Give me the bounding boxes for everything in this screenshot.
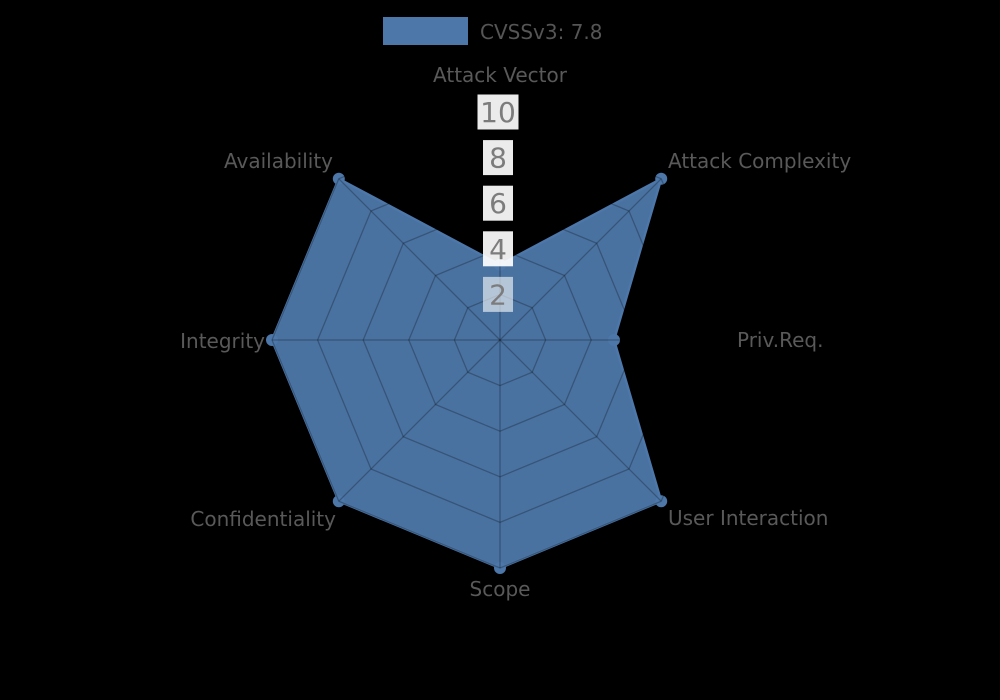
series-area-layer xyxy=(272,178,662,569)
radial-tick-label-4: 4 xyxy=(489,233,507,266)
axis-label-attack-complexity: Attack Complexity xyxy=(668,149,851,173)
grid-ring-2 xyxy=(453,293,547,387)
legend-swatch xyxy=(383,17,468,45)
series-marker-integrity xyxy=(266,334,278,346)
grid-spoke-attack-complexity xyxy=(499,178,662,341)
grid-spoke-confidentiality xyxy=(338,339,501,502)
radial-tick-layer: 2 4 6 8 10 xyxy=(477,94,519,312)
legend-label: CVSSv3: 7.8 xyxy=(480,20,603,44)
radial-tick-box-4 xyxy=(483,231,513,267)
series-marker-scope xyxy=(494,562,506,574)
radial-tick-box-10 xyxy=(477,94,519,130)
grid-layer xyxy=(271,111,729,569)
radial-tick-label-2: 2 xyxy=(489,278,507,311)
radial-tick-label-10: 10 xyxy=(480,96,516,129)
grid-spoke-availability xyxy=(338,178,501,341)
axis-label-integrity: Integrity xyxy=(180,329,265,353)
axis-label-user-interaction: User Interaction xyxy=(668,506,828,530)
axis-label-priv-req: Priv.Req. xyxy=(737,328,823,352)
axis-label-confidentiality: Confidentiality xyxy=(190,507,336,531)
radial-tick-label-6: 6 xyxy=(489,187,507,220)
series-area xyxy=(272,178,662,569)
axis-label-attack-vector: Attack Vector xyxy=(433,63,568,87)
radial-tick-box-6 xyxy=(483,185,513,221)
axis-label-availability: Availability xyxy=(224,149,333,173)
series-marker-user-interaction xyxy=(655,495,668,508)
radial-tick-box-8 xyxy=(483,140,513,176)
radial-tick-label-8: 8 xyxy=(489,142,507,175)
grid-ring-4 xyxy=(408,248,592,432)
radial-tick-box-2 xyxy=(483,276,513,312)
grid-ring-6 xyxy=(362,202,638,478)
legend: CVSSv3: 7.8 xyxy=(383,17,603,45)
series-marker-availability xyxy=(332,172,345,185)
series-line-layer xyxy=(266,172,668,574)
grid-ring-8 xyxy=(316,156,684,524)
grid-spoke-user-interaction xyxy=(499,339,662,502)
series-marker-priv-req xyxy=(608,334,620,346)
series-marker-confidentiality xyxy=(332,495,345,508)
axis-label-layer: Attack Vector Attack Complexity Priv.Req. U… xyxy=(180,63,851,601)
axis-label-scope: Scope xyxy=(470,577,531,601)
series-marker-attack-complexity xyxy=(655,172,668,185)
grid-ring-10 xyxy=(271,111,729,569)
